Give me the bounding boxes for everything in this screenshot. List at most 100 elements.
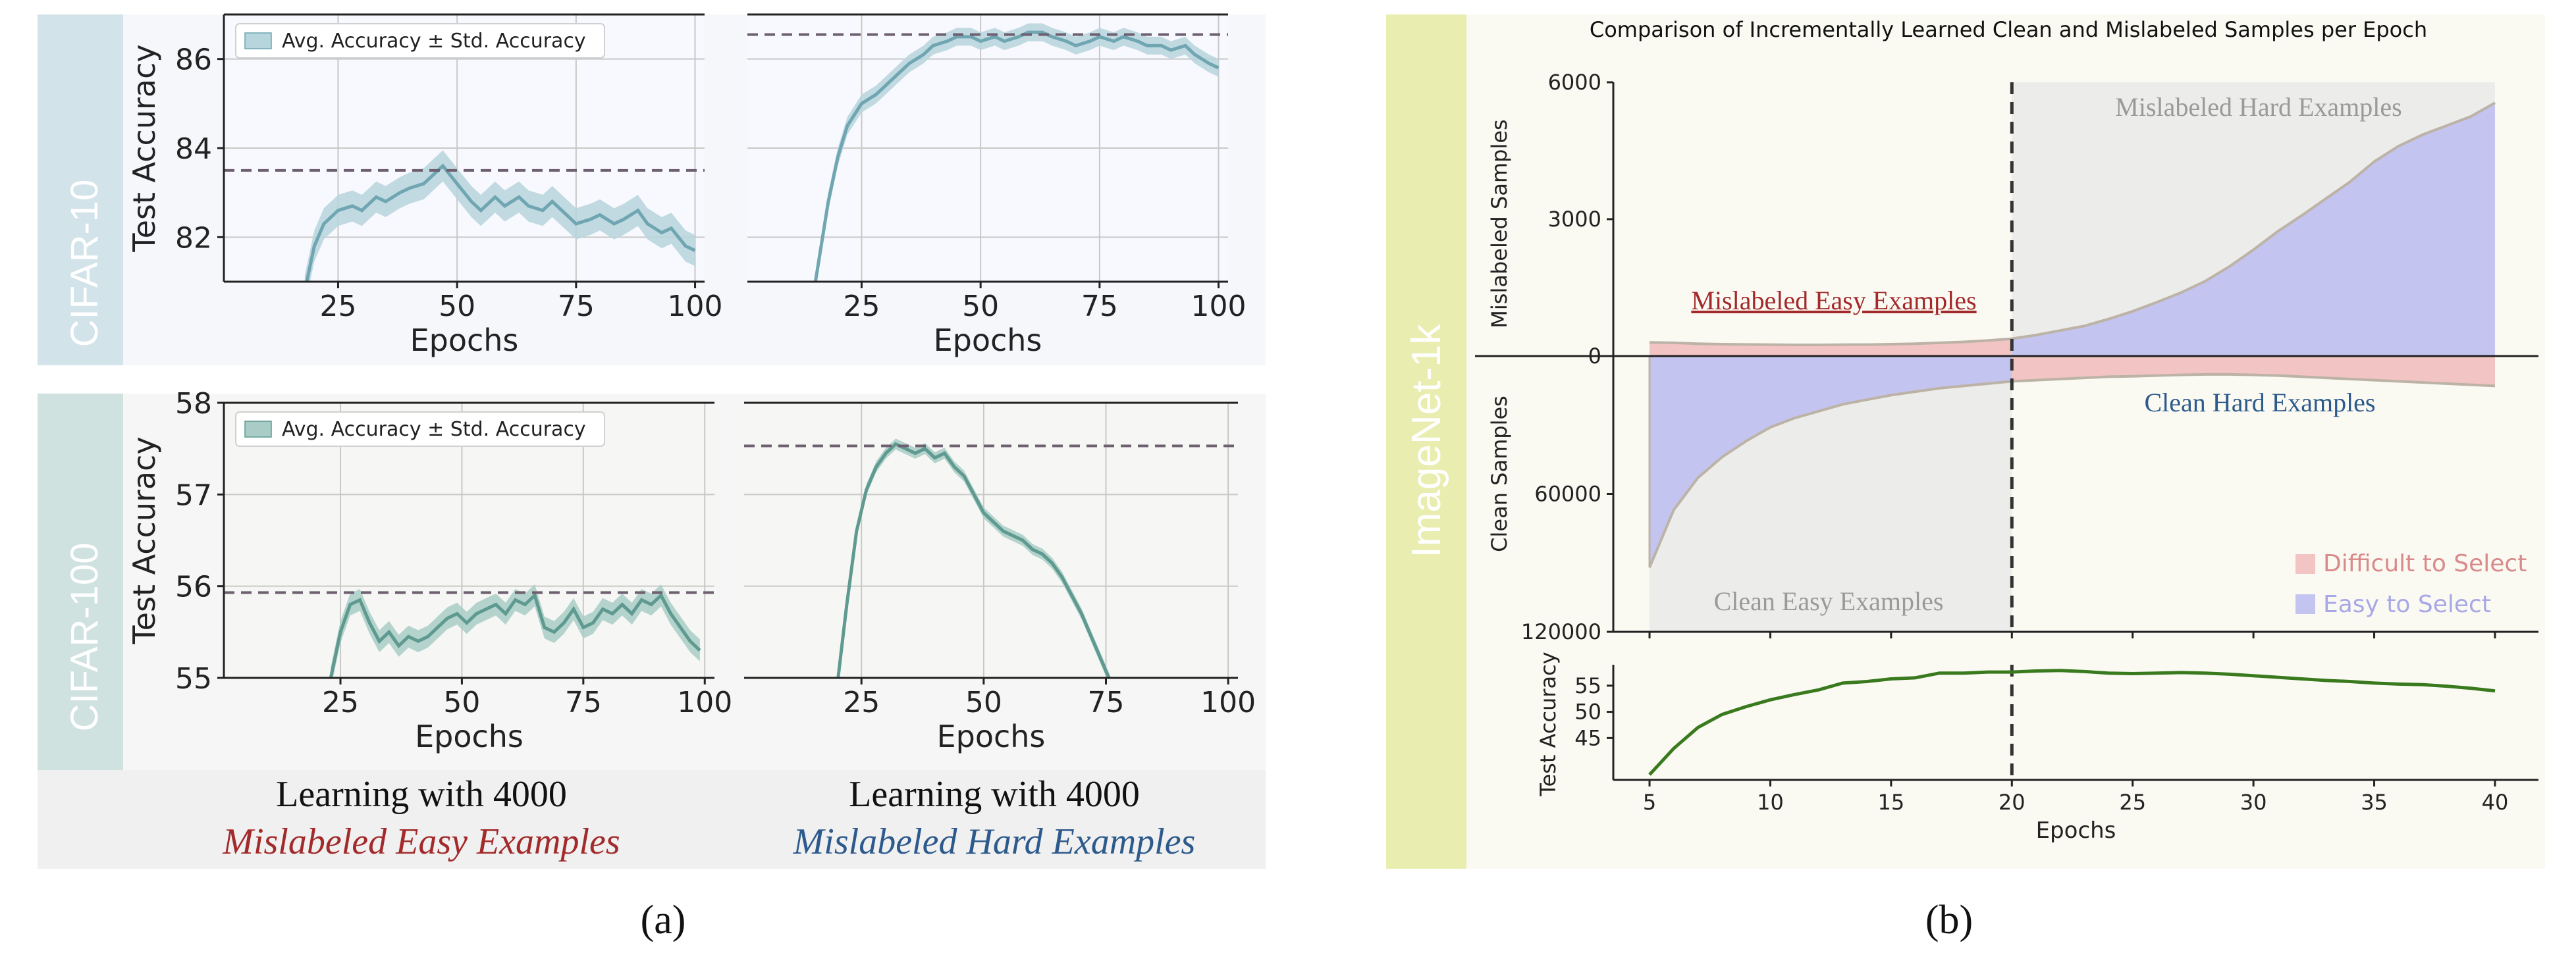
y-tick-label: 56 <box>175 571 212 604</box>
legend-box <box>235 411 605 447</box>
panel-b-caption: (b) <box>1925 898 1973 942</box>
y-tick-label: 82 <box>175 221 212 255</box>
legend-box <box>235 23 605 59</box>
x-axis-label: Epochs <box>934 322 1042 358</box>
legend-swatch-difficult <box>2295 554 2315 574</box>
cifar100-row-band <box>38 394 123 770</box>
legend-swatch <box>244 32 272 49</box>
x-axis-label: Epochs <box>415 719 523 754</box>
y-axis-label: Test Accuracy <box>126 44 162 252</box>
lower-y-axis-label: Clean Samples <box>1487 396 1512 552</box>
x-tick-label: 40 <box>2482 790 2509 815</box>
y-tick-label: 50 <box>1574 700 1601 725</box>
clean-easy-label: Clean Easy Examples <box>1714 586 1944 616</box>
x-tick-label: 75 <box>558 290 595 323</box>
series-group <box>813 23 1220 282</box>
x-tick-label: 10 <box>1757 790 1784 815</box>
bottom-label-right-line2: Mislabeled Hard Examples <box>793 821 1196 862</box>
x-tick-label: 50 <box>965 686 1002 719</box>
x-tick-label: 25 <box>843 290 880 323</box>
x-tick-label: 20 <box>1999 790 2026 815</box>
x-axis-label: Epochs <box>410 322 519 358</box>
imagenet-samples-plot: 6000 3000 0 60000 120000 Mislabeled Samples Cl… <box>1475 70 2538 644</box>
mislabeled-easy-label: Mislabeled Easy Examples <box>1691 286 1976 315</box>
mislabeled-hard-label: Mislabeled Hard Examples <box>2115 92 2402 122</box>
plot-area <box>744 403 1238 678</box>
x-tick-label: 35 <box>2361 790 2388 815</box>
mean-accuracy-line <box>836 442 1111 678</box>
x-tick-label: 50 <box>439 290 475 323</box>
x-axis-label: Epochs <box>937 719 1046 754</box>
panel-a: CIFAR-10 CIFAR-100 25 50 75 100 Epochs 82 84 86… <box>38 13 1266 942</box>
x-tick-label: 15 <box>1878 790 1905 815</box>
imagenet-title: Comparison of Incrementally Learned Clea… <box>1590 17 2427 42</box>
y-tick-label: 55 <box>1574 673 1601 698</box>
clean-hard-area <box>2012 356 2495 386</box>
test-accuracy-line <box>1648 669 2496 776</box>
cifar10-row-band <box>38 14 123 365</box>
cifar100-row-label: CIFAR-100 <box>63 543 106 732</box>
legend-swatch <box>244 421 272 438</box>
upper-y-axis-label: Mislabeled Samples <box>1487 119 1512 328</box>
y-tick-label: 60000 <box>1534 482 1601 507</box>
y-axis-label: Test Accuracy <box>126 436 162 644</box>
legend-label: Avg. Accuracy ± Std. Accuracy <box>282 418 586 441</box>
cifar100-hard-plot: 25 50 75 100 Epochs <box>744 401 1256 754</box>
x-tick-label: 25 <box>843 686 880 719</box>
mean-accuracy-line <box>305 163 696 282</box>
std-band <box>331 584 700 678</box>
series-group <box>836 438 1111 678</box>
series-group <box>329 584 701 678</box>
bottom-label-left-line2: Mislabeled Easy Examples <box>222 821 620 862</box>
y-tick-label: 120000 <box>1521 619 1601 644</box>
cifar10-hard-plot: 25 50 75 100 Epochs <box>747 13 1247 358</box>
plot-area <box>224 403 714 678</box>
y-tick-label: 86 <box>175 43 212 77</box>
bottom-label-right-line1: Learning with 4000 <box>849 774 1140 815</box>
x-tick-label: 25 <box>319 290 356 323</box>
imagenet-row-label: ImageNet-1k <box>1404 324 1449 558</box>
y-tick-label: 6000 <box>1548 70 1601 95</box>
legend-label-difficult: Difficult to Select <box>2323 550 2527 577</box>
cifar10-row-label: CIFAR-10 <box>63 180 106 348</box>
x-tick-label: 50 <box>962 290 999 323</box>
bottom-label-background <box>38 770 1266 869</box>
x-tick-label: 100 <box>1200 686 1256 719</box>
series-group <box>304 150 696 282</box>
mean-accuracy-line <box>813 30 1220 282</box>
legend-label-easy: Easy to Select <box>2323 591 2491 618</box>
x-tick-label: 100 <box>677 686 732 719</box>
x-tick-label: 25 <box>2119 790 2146 815</box>
clean-hard-label: Clean Hard Examples <box>2145 388 2376 417</box>
x-tick-label: 5 <box>1643 790 1656 815</box>
x-tick-label: 100 <box>1191 290 1247 323</box>
mean-accuracy-line <box>329 592 701 678</box>
legend-swatch-easy <box>2295 594 2315 614</box>
x-tick-label: 75 <box>1081 290 1118 323</box>
x-tick-label: 75 <box>565 686 602 719</box>
y-axis-label: Test Accuracy <box>1536 652 1561 796</box>
x-tick-label: 30 <box>2240 790 2267 815</box>
x-tick-label: 75 <box>1088 686 1125 719</box>
y-tick-label: 57 <box>175 478 212 512</box>
imagenet-row-band <box>1386 14 1466 869</box>
x-tick-label: 25 <box>322 686 359 719</box>
y-tick-label: 45 <box>1574 725 1601 750</box>
mislabeled-outline <box>1649 101 2496 347</box>
cifar100-easy-plot: 25 50 75 100 Epochs 55 56 57 58 Test Accuracy Avg.… <box>126 387 732 754</box>
legend-label: Avg. Accuracy ± Std. Accuracy <box>282 30 586 53</box>
cifar10-easy-plot: 25 50 75 100 Epochs 82 84 86 Test Accuracy Avg. A… <box>126 13 723 358</box>
x-tick-label: 50 <box>443 686 480 719</box>
x-tick-label: 100 <box>668 290 723 323</box>
x-axis-label: Epochs <box>2036 817 2116 844</box>
panel-b: ImageNet-1k Comparison of Incrementally … <box>1386 14 2545 942</box>
clean-easy-area <box>1650 356 2012 568</box>
std-band <box>304 150 695 282</box>
y-tick-label: 0 <box>1588 344 1601 369</box>
mislabeled-hard-area <box>2012 103 2495 356</box>
panel-a-caption: (a) <box>641 898 686 942</box>
y-tick-label: 55 <box>175 662 212 696</box>
y-tick-label: 84 <box>175 132 212 166</box>
